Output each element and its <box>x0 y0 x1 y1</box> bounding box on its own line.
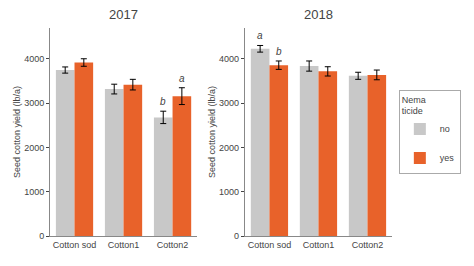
svg-text:4000: 4000 <box>219 54 239 64</box>
svg-text:Seed cotton yield (lb/a): Seed cotton yield (lb/a) <box>207 86 217 178</box>
svg-text:Cotton sod: Cotton sod <box>248 240 292 250</box>
svg-text:Seed cotton yield (lb/a): Seed cotton yield (lb/a) <box>12 86 22 178</box>
svg-text:1000: 1000 <box>24 187 44 197</box>
svg-text:b: b <box>160 96 166 107</box>
svg-text:a: a <box>179 73 185 84</box>
svg-text:Nematicide: Nematicide <box>402 95 426 117</box>
svg-text:0: 0 <box>234 231 239 241</box>
svg-text:Cotton1: Cotton1 <box>108 240 140 250</box>
svg-text:4000: 4000 <box>24 54 44 64</box>
svg-text:2017: 2017 <box>109 7 138 22</box>
svg-text:1000: 1000 <box>219 187 239 197</box>
svg-text:yes: yes <box>440 153 455 163</box>
svg-text:2000: 2000 <box>24 143 44 153</box>
svg-text:b: b <box>276 46 282 57</box>
svg-text:no: no <box>440 124 450 134</box>
svg-text:Cotton sod: Cotton sod <box>53 240 97 250</box>
svg-text:2018: 2018 <box>304 7 333 22</box>
svg-text:3000: 3000 <box>219 98 239 108</box>
svg-text:2000: 2000 <box>219 143 239 153</box>
svg-text:Cotton1: Cotton1 <box>303 240 335 250</box>
svg-text:Cotton2: Cotton2 <box>352 240 384 250</box>
svg-text:0: 0 <box>39 231 44 241</box>
svg-text:Cotton2: Cotton2 <box>157 240 189 250</box>
svg-text:a: a <box>257 30 263 41</box>
svg-text:3000: 3000 <box>24 98 44 108</box>
